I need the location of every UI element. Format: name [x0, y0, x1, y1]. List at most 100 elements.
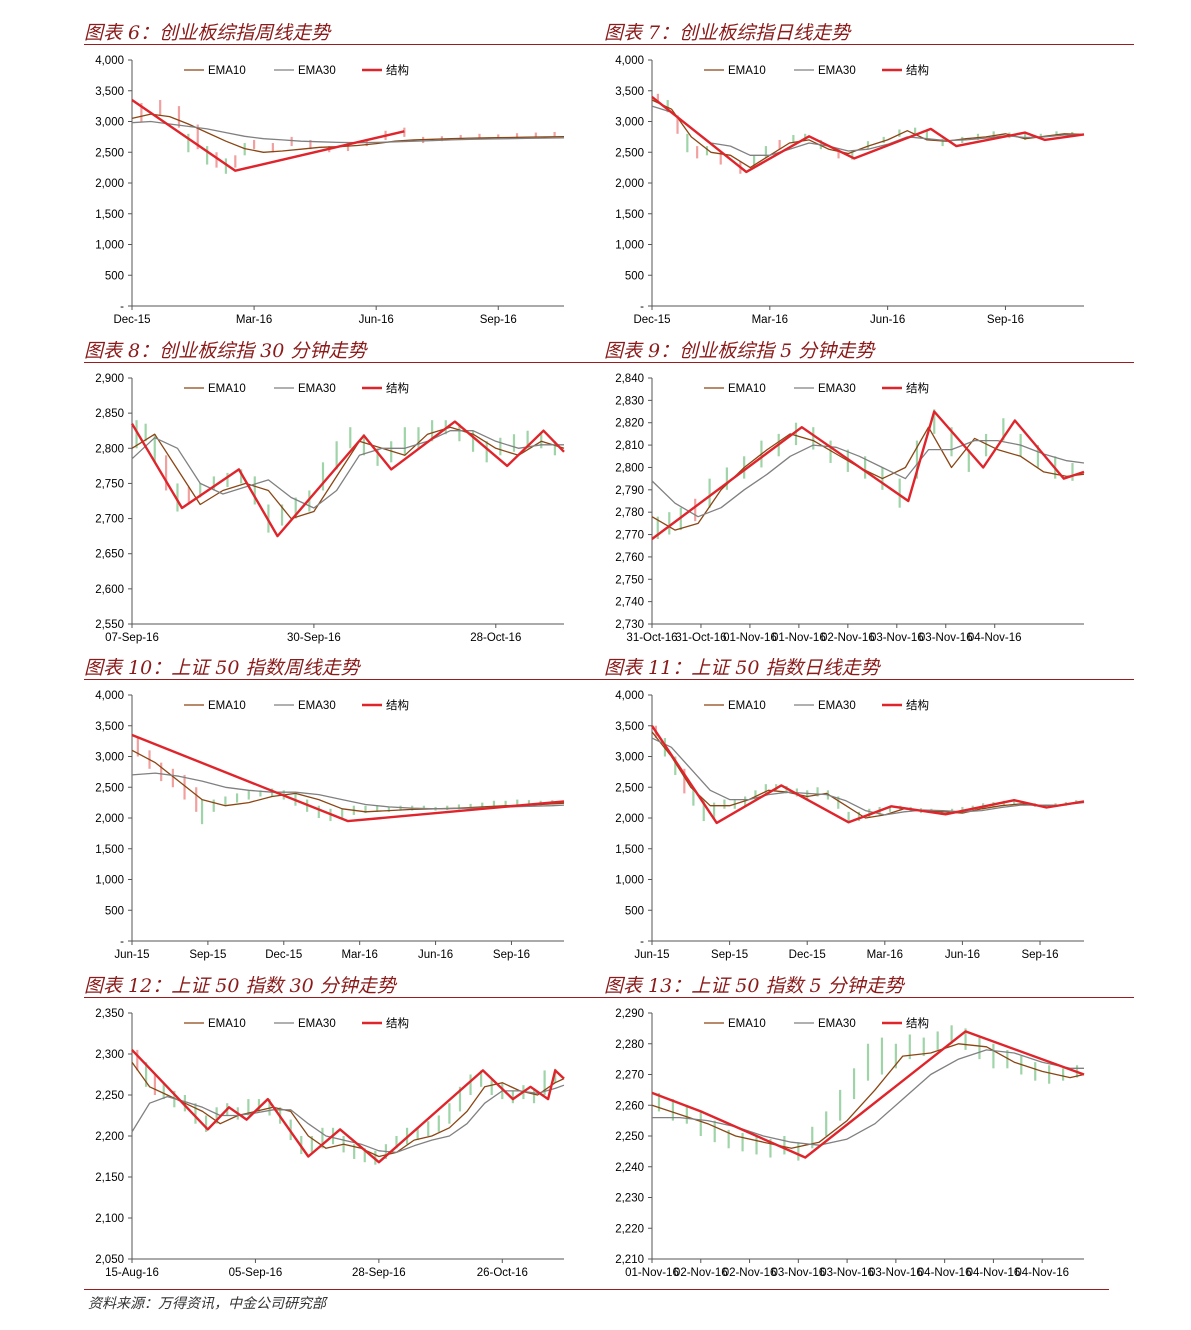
x-tick-label: 28-Oct-16 — [470, 632, 521, 644]
y-tick-label: 1,000 — [615, 875, 644, 887]
legend-label-ema10: EMA10 — [208, 700, 246, 712]
y-tick-label: 500 — [625, 270, 644, 282]
y-tick-label: 2,810 — [615, 440, 644, 452]
y-tick-label: 2,750 — [95, 478, 124, 490]
structure-line — [651, 1030, 1085, 1159]
y-tick-label: 2,240 — [615, 1162, 644, 1174]
x-tick-label: 03-Nov-16 — [919, 632, 973, 644]
y-tick-label: 2,100 — [95, 1213, 124, 1225]
legend-label-ema30: EMA30 — [818, 65, 856, 77]
y-tick-label: 3,500 — [615, 86, 644, 98]
legend-label-ema10: EMA10 — [728, 700, 766, 712]
y-tick-label: 2,700 — [95, 514, 124, 526]
x-tick-label: 01-Nov-16 — [625, 1267, 679, 1279]
x-tick-label: 01-Nov-16 — [723, 632, 777, 644]
x-tick-label: Dec-15 — [633, 314, 670, 326]
y-tick-label: 2,830 — [615, 395, 644, 407]
legend-label-ema30: EMA30 — [818, 1018, 856, 1030]
legend-label-ema10: EMA10 — [728, 1018, 766, 1030]
footer-rule — [84, 1289, 1109, 1290]
y-tick-label: 2,350 — [95, 1008, 124, 1020]
structure-line — [651, 95, 1085, 174]
y-tick-label: 3,000 — [95, 117, 124, 129]
legend-label-ema10: EMA10 — [728, 383, 766, 395]
x-tick-label: 05-Sep-16 — [229, 1267, 283, 1279]
x-tick-label: 31-Oct-16 — [626, 632, 677, 644]
chart-svg: 2,350 2,300 2,250 2,200 2,150 2,100 2,05015-Au… — [95, 1008, 565, 1279]
x-tick-label: 03-Nov-16 — [771, 1267, 825, 1279]
x-tick-label: 31-Oct-16 — [675, 632, 726, 644]
y-tick-label: 2,500 — [95, 782, 124, 794]
y-tick-label: 1,500 — [615, 844, 644, 856]
chart-title: 图表 12：上证 50 指数 30 分钟走势 — [84, 975, 396, 997]
x-tick-label: Dec-15 — [265, 949, 302, 961]
y-tick-label: 3,500 — [95, 721, 124, 733]
ema30-line — [651, 737, 1085, 816]
y-tick-label: 4,000 — [615, 55, 644, 67]
legend-label-ema10: EMA10 — [728, 65, 766, 77]
chart-panel-10: 图表 10：上证 50 指数周线走势 4,000 3,500 3,000 2,500 2… — [84, 653, 614, 971]
source-note: 资料来源：万得资讯，中金公司研究部 — [88, 1296, 326, 1312]
chart-title: 图表 6：创业板综指周线走势 — [84, 22, 331, 44]
y-tick-label: 2,220 — [615, 1223, 644, 1235]
y-tick-label: 2,900 — [95, 373, 124, 385]
x-tick-label: 01-Nov-16 — [772, 632, 826, 644]
x-tick-label: Jun-16 — [870, 314, 905, 326]
y-tick-label: - — [120, 301, 124, 313]
x-tick-label: Jun-16 — [418, 949, 453, 961]
y-tick-label: 2,280 — [615, 1039, 644, 1051]
y-tick-label: 2,260 — [615, 1100, 644, 1112]
ema10-line — [651, 1043, 1085, 1149]
title-rule — [604, 44, 1134, 45]
legend-label-ema30: EMA30 — [298, 65, 336, 77]
x-tick-label: Jun-16 — [359, 314, 394, 326]
y-tick-label: 2,770 — [615, 530, 644, 542]
y-tick-label: 2,150 — [95, 1172, 124, 1184]
legend-label-ema30: EMA30 — [818, 700, 856, 712]
x-tick-label: 07-Sep-16 — [105, 632, 159, 644]
chart-svg: 4,0003,5003,0002,5002,0001,5001,000500-J… — [95, 690, 565, 961]
x-tick-label: 03-Nov-16 — [870, 632, 924, 644]
chart-title: 图表 11：上证 50 指数日线走势 — [604, 657, 880, 679]
chart-title: 图表 7：创业板综指日线走势 — [604, 22, 851, 44]
y-tick-label: 2,000 — [95, 813, 124, 825]
x-tick-label: Jun-15 — [634, 949, 669, 961]
chart-svg: 4,0003,5003,0002,5002,0001,5001,000500-J… — [615, 690, 1085, 961]
y-tick-label: 2,550 — [95, 619, 124, 631]
legend-label-ema30: EMA30 — [298, 700, 336, 712]
y-tick-label: 2,050 — [95, 1254, 124, 1266]
title-rule — [84, 362, 614, 363]
x-tick-label: Dec-15 — [789, 949, 826, 961]
title-rule — [604, 362, 1134, 363]
legend-label-ema10: EMA10 — [208, 65, 246, 77]
chart-svg: 2,290 2,280 2,270 2,260 2,250 2,240 2,230 2,220… — [615, 1008, 1085, 1279]
chart-panel-6: 图表 6：创业板综指周线走势 4,000 3,500 3,000 2,500 2,000… — [84, 18, 614, 336]
y-tick-label: 2,290 — [615, 1008, 644, 1020]
x-tick-label: Sep-16 — [987, 314, 1024, 326]
y-tick-label: 2,000 — [615, 178, 644, 190]
y-tick-label: 3,000 — [615, 752, 644, 764]
y-tick-label: 2,270 — [615, 1070, 644, 1082]
y-tick-label: 1,500 — [95, 209, 124, 221]
y-tick-label: 3,500 — [615, 721, 644, 733]
legend-label-structure: 结构 — [906, 1016, 929, 1030]
y-tick-label: 500 — [105, 270, 124, 282]
y-tick-label: 2,760 — [615, 552, 644, 564]
ema10-line — [131, 113, 565, 153]
x-tick-label: 04-Nov-16 — [968, 632, 1022, 644]
structure-line — [131, 1049, 565, 1164]
chart-panel-12: 图表 12：上证 50 指数 30 分钟走势 2,350 2,300 2,250 2,… — [84, 971, 614, 1289]
ema30-line — [131, 1084, 565, 1154]
ema10-line — [131, 1061, 565, 1158]
x-tick-label: 28-Sep-16 — [352, 1267, 406, 1279]
legend-label-ema30: EMA30 — [298, 383, 336, 395]
chart-panel-7: 图表 7：创业板综指日线走势 4,000 3,500 3,000 2,500 2,000… — [604, 18, 1134, 336]
y-tick-label: 2,600 — [95, 584, 124, 596]
chart-panel-13: 图表 13：上证 50 指数 5 分钟走势 2,290 2,280 2,270 2,2… — [604, 971, 1134, 1289]
y-tick-label: 2,500 — [615, 147, 644, 159]
y-tick-label: 2,250 — [95, 1090, 124, 1102]
chart-panel-9: 图表 9：创业板综指 5 分钟走势 2,840 2,830 2,820 2,810 2,… — [604, 336, 1134, 654]
x-tick-label: Jun-15 — [114, 949, 149, 961]
x-tick-label: Dec-15 — [113, 314, 150, 326]
y-tick-label: 2,820 — [615, 418, 644, 430]
